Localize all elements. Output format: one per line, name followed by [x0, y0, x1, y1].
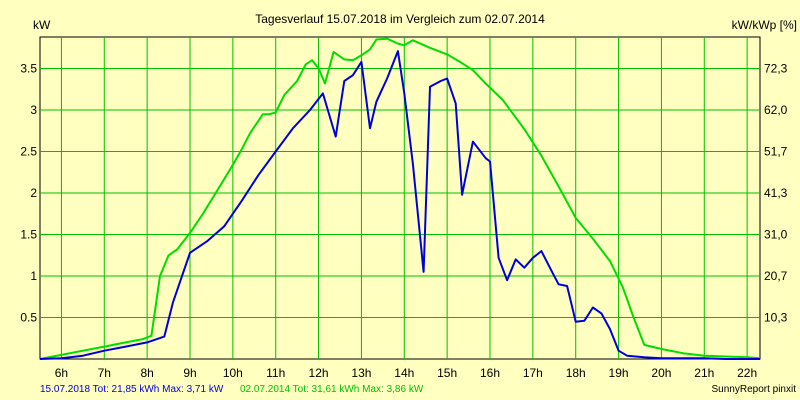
x-tick-label: 7h [98, 366, 111, 380]
y-right-tick-label: 20,7 [764, 269, 788, 283]
x-tick-label: 11h [266, 366, 285, 380]
y-axis-right-label: kW/kWp [%] [732, 18, 797, 32]
y-left-tick-label: 1 [30, 269, 37, 283]
series-line-2014 [39, 37, 761, 360]
legend-entry-2014: 02.07.2014 Tot: 31,61 kWh Max: 3,86 kW [240, 384, 424, 395]
x-tick-label: 6h [55, 366, 68, 380]
x-tick-label: 9h [183, 366, 196, 380]
y-right-tick-label: 72,3 [764, 62, 788, 76]
series-lines [39, 37, 761, 360]
tick-labels: 6h 7h 8h 9h 10h 11h 12h 13h 14h 15h 16h 17h 18h 19h 20… [20, 62, 787, 380]
series-line-2018 [39, 50, 760, 360]
x-tick-label: 8h [140, 366, 153, 380]
x-tick-label: 13h [351, 366, 371, 380]
x-tick-label: 15h [437, 366, 457, 380]
y-right-tick-label: 62,0 [764, 103, 788, 117]
grid [40, 37, 760, 359]
y-left-tick-label: 1.5 [20, 228, 37, 242]
x-tick-label: 12h [309, 366, 329, 380]
plot-frame [39, 36, 761, 360]
y-right-tick-label: 41,3 [764, 186, 788, 200]
legend-entry-2018: 15.07.2018 Tot: 21,85 kWh Max: 3,71 kW [40, 384, 224, 395]
x-tick-label: 10h [223, 366, 243, 380]
x-tick-label: 21h [694, 366, 714, 380]
y-right-tick-label: 10,3 [764, 311, 788, 325]
x-tick-label: 19h [609, 366, 629, 380]
y-left-tick-label: 3 [30, 103, 37, 117]
y-left-tick-label: 2 [30, 186, 37, 200]
legend: 15.07.2018 Tot: 21,85 kWh Max: 3,71 kW 0… [40, 384, 424, 395]
y-left-tick-label: 3.5 [20, 62, 37, 76]
y-axis-left-label: kW [33, 18, 51, 32]
x-tick-label: 22h [737, 366, 757, 380]
credit-text: SunnyReport pinxit [712, 384, 797, 395]
y-right-tick-label: 31,0 [764, 228, 788, 242]
chart-title: Tagesverlauf 15.07.2018 im Vergleich zum… [255, 12, 545, 26]
x-tick-label: 18h [566, 366, 586, 380]
y-left-tick-label: 0.5 [20, 311, 37, 325]
x-tick-label: 14h [394, 366, 414, 380]
y-right-tick-label: 51,7 [764, 145, 788, 159]
x-tick-label: 20h [651, 366, 671, 380]
x-tick-label: 17h [523, 366, 543, 380]
y-left-tick-label: 2.5 [20, 145, 37, 159]
x-tick-label: 16h [480, 366, 500, 380]
